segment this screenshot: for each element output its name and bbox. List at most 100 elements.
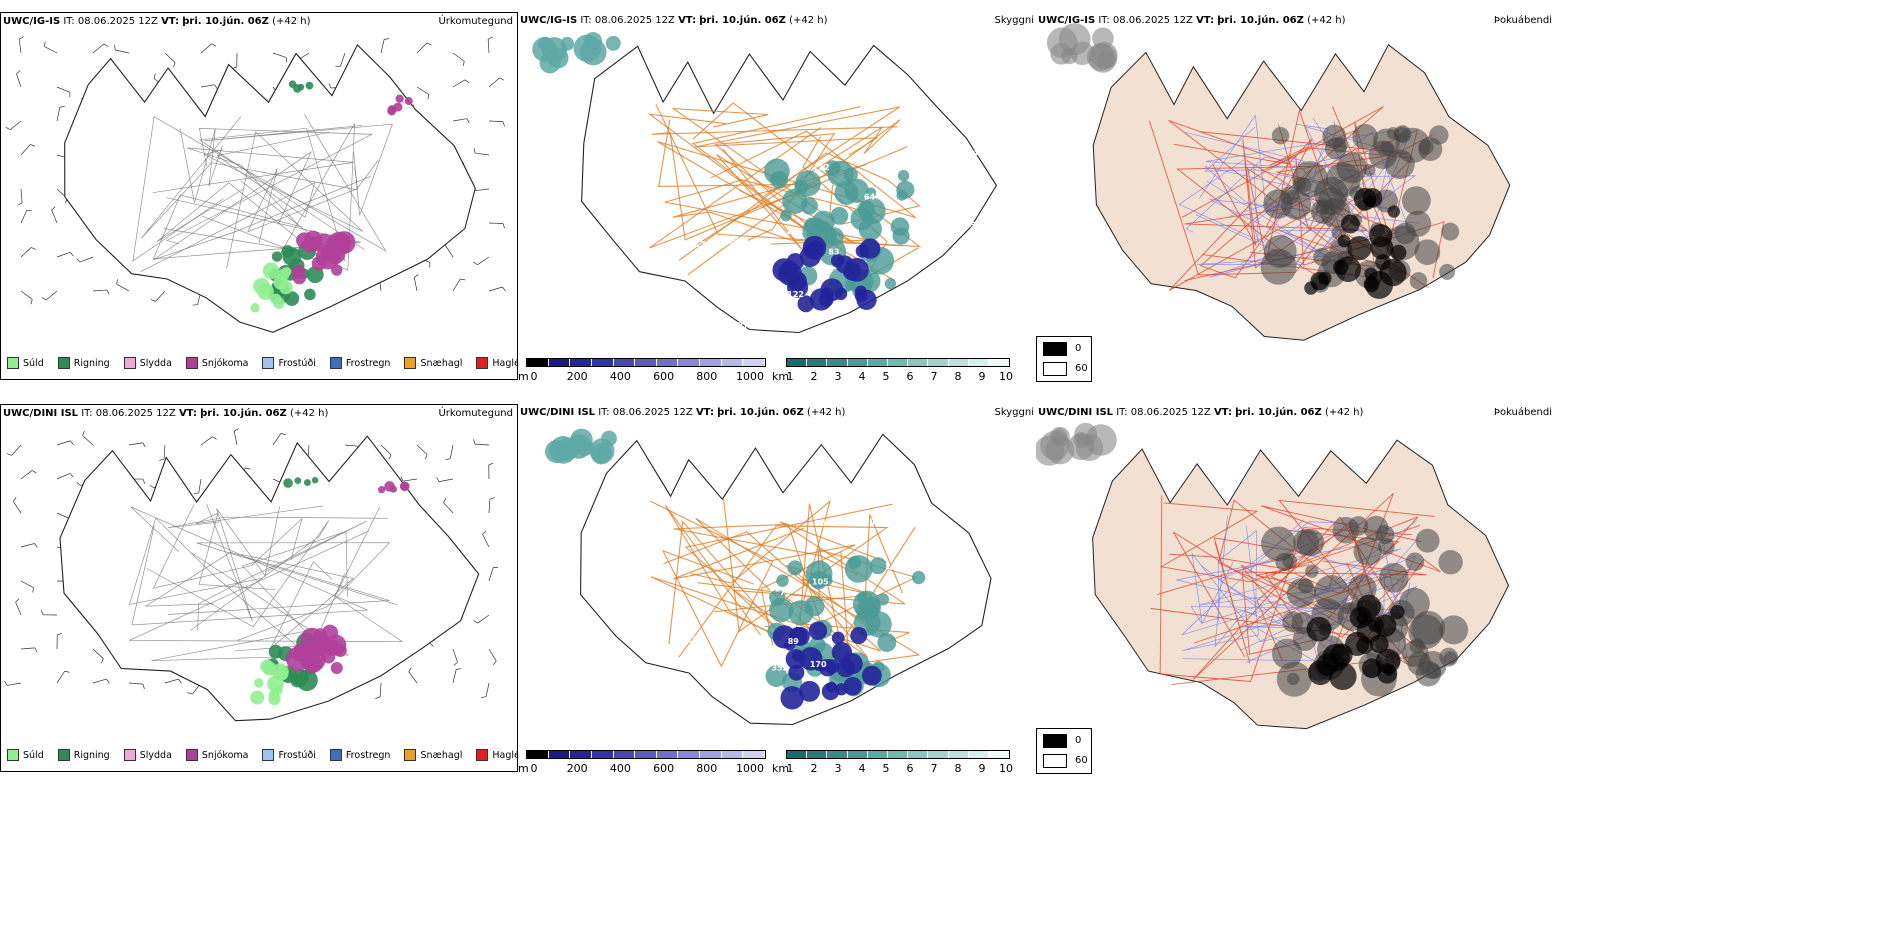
visibility-label: 584: [626, 474, 643, 483]
legend-label: Frostregn: [345, 749, 391, 761]
legend-swatch: [185, 749, 198, 761]
scale-tick: 0: [530, 762, 538, 775]
visibility-label: 136: [972, 128, 989, 137]
visibility-label: 70: [815, 519, 827, 528]
precip-legend-item: Súld: [7, 749, 44, 761]
panel-title: UWC/DINI ISL IT: 08.06.2025 12Z VT: þri.…: [3, 408, 329, 419]
visibility-label: 93: [895, 438, 906, 447]
panel-title: UWC/IG-IS IT: 08.06.2025 12Z VT: þri. 10…: [520, 15, 828, 26]
coastline: [64, 43, 476, 333]
scale-tick: 1: [786, 370, 794, 383]
legend-swatch: [7, 357, 19, 369]
visibility-map-row1: 136 127 87 89 122 86 83 81 124 143 128 12 108 195 112 2…: [532, 32, 998, 341]
precip-legend-item: Snjókoma: [185, 749, 248, 761]
fog-map-row2: [1036, 422, 1510, 730]
legend-label: Súld: [23, 357, 44, 369]
visibility-label: 52: [641, 539, 652, 548]
scale-tick: 600: [653, 370, 675, 383]
height-scale-row1: m 0 200 400 600 800 1000: [518, 358, 768, 388]
visibility-label: 12: [870, 474, 881, 483]
precip-legend-item: Snæhagl: [404, 749, 462, 761]
visibility-title: Skyggni: [994, 15, 1034, 26]
visibility-label: 17: [647, 593, 658, 602]
legend-swatch: [476, 749, 489, 761]
scale-tick: 0: [530, 370, 538, 383]
scale-tick: 6: [906, 370, 914, 383]
scale-tick: 2: [810, 370, 818, 383]
fog-legend-row1: 0 60: [1036, 336, 1092, 382]
scale-tick: 7: [930, 370, 938, 383]
scale-tick: 8: [954, 370, 962, 383]
visibility-label: 153: [757, 289, 774, 298]
scale-tick: 400: [609, 370, 631, 383]
height-scale-row2: m 0 200 400 600 800 1000: [518, 750, 768, 780]
precip-legend-item: Rigning: [57, 357, 110, 369]
legend-label: Slydda: [139, 357, 172, 369]
visibility-label: 57: [665, 242, 676, 251]
legend-label: Snjókoma: [201, 357, 249, 369]
legend-swatch: [404, 749, 417, 761]
legend-swatch: [57, 357, 70, 369]
precip-panel-row1: UWC/IG-IS IT: 08.06.2025 12Z VT: þri. 10…: [0, 12, 518, 380]
visibility-label: 143: [878, 62, 895, 71]
visibility-label: 114: [629, 701, 646, 710]
precip-legend-row2: Súld Rigning Slydda Snjókoma Frostúði Frostre…: [7, 749, 517, 761]
visibility-label: 207: [635, 237, 652, 246]
visibility-label: 21: [712, 263, 724, 272]
visibility-label: 143: [653, 586, 670, 595]
scale-tick: 3: [834, 762, 842, 775]
legend-swatch: [329, 749, 342, 761]
scale-tick: 4: [858, 370, 866, 383]
legend-swatch: [262, 357, 275, 369]
visibility-label: 54: [755, 267, 767, 276]
panel-title: UWC/IG-IS IT: 08.06.2025 12Z VT: þri. 10…: [1038, 15, 1346, 26]
legend-label: Haglél: [492, 749, 517, 761]
legend-label: Snæhagl: [420, 749, 463, 761]
scale-tick: 1000: [736, 370, 764, 383]
visibility-title: Skyggni: [994, 407, 1034, 418]
visibility-label: 170: [810, 660, 827, 669]
visibility-label: 111: [649, 608, 666, 617]
visibility-label: 48: [948, 682, 960, 691]
fog-title: Þokuábendi: [1493, 407, 1552, 418]
scale-tick: 8: [954, 762, 962, 775]
visibility-label: 153: [740, 121, 757, 130]
distance-colorbar: [786, 750, 1010, 759]
visibility-label: 31: [698, 510, 710, 519]
legend-swatch: [329, 357, 342, 369]
visibility-label: 108: [923, 131, 940, 140]
visibility-label: 48: [776, 459, 788, 468]
precip-legend-item: Frostregn: [329, 357, 391, 369]
visibility-label: 70: [649, 645, 661, 654]
legend-swatch: [476, 357, 489, 369]
precip-legend-item: Snjókoma: [185, 357, 249, 369]
visibility-label: 123: [681, 635, 698, 644]
legend-label: Rigning: [73, 749, 110, 761]
precip-legend-item: Slydda: [123, 749, 172, 761]
fog-title: Þokuábendi: [1493, 15, 1552, 26]
legend-label: Rigning: [73, 357, 110, 369]
precip-legend-row1: Súld Rigning Slydda Snjókoma Frostúði Frostre…: [7, 357, 517, 369]
scale-tick: 800: [696, 370, 718, 383]
legend-label: Súld: [23, 749, 44, 761]
visibility-label: 81: [754, 256, 766, 265]
precip-legend-item: Frostúði: [262, 357, 316, 369]
visibility-label: 195: [932, 278, 949, 287]
height-colorbar: [526, 358, 766, 367]
legend-label: Frostúði: [278, 749, 316, 761]
scale-tick: 3: [834, 370, 842, 383]
precip-legend-item: Súld: [7, 357, 44, 369]
panel-title: UWC/DINI ISL IT: 08.06.2025 12Z VT: þri.…: [1038, 407, 1364, 418]
scale-tick: 5: [882, 370, 890, 383]
visibility-label: 46: [973, 148, 985, 157]
visibility-label: 42: [749, 301, 760, 310]
visibility-label: 85: [964, 221, 976, 230]
visibility-label: 122: [787, 290, 804, 299]
scale-tick: 200: [566, 762, 588, 775]
visibility-label: 127: [732, 321, 749, 330]
legend-label: Frostregn: [345, 357, 391, 369]
precip-panel-row2: UWC/DINI ISL IT: 08.06.2025 12Z VT: þri.…: [0, 404, 518, 772]
precip-type-title: Úrkomutegund: [438, 408, 513, 419]
visibility-label: 79: [780, 588, 792, 597]
legend-swatch: [262, 749, 275, 761]
